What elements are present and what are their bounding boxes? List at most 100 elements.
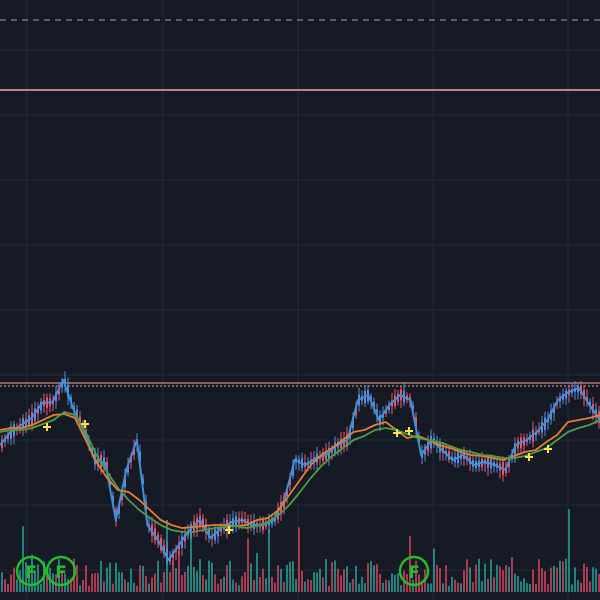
volume-bar bbox=[163, 572, 165, 592]
volume-bar bbox=[565, 558, 567, 592]
volume-bar bbox=[298, 527, 300, 592]
volume-bar bbox=[271, 576, 273, 592]
fractal-marker: F bbox=[15, 555, 47, 587]
volume-bar bbox=[250, 563, 252, 592]
volume-bar bbox=[127, 582, 129, 592]
volume-bar bbox=[508, 566, 510, 592]
volume-bar bbox=[100, 560, 102, 592]
volume-bar bbox=[262, 568, 264, 592]
volume-bar bbox=[586, 567, 588, 592]
volume-bar bbox=[466, 559, 468, 592]
volume-bar bbox=[301, 570, 303, 592]
volume-bar bbox=[280, 568, 282, 592]
volume-bar bbox=[580, 582, 582, 592]
volume-bar bbox=[400, 585, 402, 592]
volume-bar bbox=[130, 568, 132, 592]
volume-bar bbox=[532, 569, 534, 592]
volume-bar bbox=[34, 570, 36, 592]
signal-cross bbox=[525, 453, 533, 461]
volume-bar bbox=[475, 564, 477, 592]
volume-bars bbox=[1, 509, 600, 592]
volume-bar bbox=[175, 568, 177, 592]
volume-bar bbox=[304, 581, 306, 592]
fractal-marker-ring bbox=[15, 555, 47, 587]
fractal-marker: F bbox=[398, 555, 430, 587]
volume-bar bbox=[514, 573, 516, 592]
volume-bar bbox=[433, 548, 435, 592]
volume-bar bbox=[460, 583, 462, 592]
volume-bar bbox=[112, 583, 114, 592]
volume-bar bbox=[361, 576, 363, 592]
volume-bar bbox=[58, 559, 60, 592]
volume-bar bbox=[190, 533, 192, 592]
volume-bar bbox=[157, 560, 159, 592]
volume-bar bbox=[247, 538, 249, 592]
volume-bar bbox=[220, 578, 222, 592]
volume-bar bbox=[382, 583, 384, 592]
volume-bar bbox=[346, 566, 348, 592]
fractal-marker-ring bbox=[45, 555, 77, 587]
volume-bar bbox=[184, 571, 186, 592]
volume-bar bbox=[325, 559, 327, 592]
volume-bar bbox=[226, 565, 228, 592]
volume-bar bbox=[28, 570, 30, 592]
volume-bar bbox=[376, 564, 378, 592]
volume-bar bbox=[481, 581, 483, 592]
volume-bar bbox=[358, 583, 360, 592]
indicator-lines bbox=[0, 379, 600, 561]
volume-bar bbox=[523, 578, 525, 592]
volume-bar bbox=[589, 581, 591, 592]
volume-bar bbox=[313, 572, 315, 592]
volume-bar bbox=[172, 560, 174, 592]
volume-bar bbox=[217, 583, 219, 592]
volume-bar bbox=[487, 579, 489, 592]
fractal-marker-label: F bbox=[25, 563, 37, 583]
volume-bar bbox=[538, 559, 540, 592]
volume-bar bbox=[16, 579, 18, 592]
volume-bar bbox=[277, 565, 279, 592]
volume-bar bbox=[562, 561, 564, 592]
volume-bar bbox=[64, 573, 66, 592]
volume-bar bbox=[577, 580, 579, 592]
volume-bar bbox=[499, 566, 501, 592]
volume-bar bbox=[355, 565, 357, 592]
volume-bar bbox=[352, 578, 354, 592]
volume-bar bbox=[199, 559, 201, 592]
volume-bar bbox=[454, 579, 456, 592]
volume-bar bbox=[76, 565, 78, 592]
volume-bar bbox=[391, 573, 393, 592]
volume-bar bbox=[388, 580, 390, 592]
volume-bar bbox=[13, 567, 15, 592]
volume-bar bbox=[373, 565, 375, 592]
volume-bar bbox=[349, 582, 351, 592]
volume-bar bbox=[7, 583, 9, 592]
volume-bar bbox=[124, 579, 126, 592]
volume-bar bbox=[211, 562, 213, 592]
fractal-marker: F bbox=[45, 555, 77, 587]
volume-bar bbox=[490, 559, 492, 592]
volume-bar bbox=[553, 566, 555, 592]
volume-bar bbox=[370, 561, 372, 592]
volume-bar bbox=[232, 579, 234, 592]
volume-bar bbox=[340, 575, 342, 592]
volume-bar bbox=[334, 560, 336, 592]
volume-bar bbox=[457, 582, 459, 592]
volume-bar bbox=[286, 564, 288, 592]
volume-bar bbox=[544, 571, 546, 592]
volume-bar bbox=[70, 578, 72, 592]
volume-bar bbox=[88, 585, 90, 592]
volume-bar bbox=[328, 585, 330, 592]
volume-bar bbox=[547, 584, 549, 592]
ma-slow-line bbox=[0, 411, 600, 533]
volume-bar bbox=[526, 583, 528, 592]
volume-bar bbox=[244, 572, 246, 592]
volume-bar bbox=[442, 583, 444, 592]
volume-bar bbox=[181, 575, 183, 592]
volume-bar bbox=[151, 577, 153, 592]
signal-cross bbox=[81, 420, 89, 428]
volume-bar bbox=[415, 560, 417, 592]
volume-bar bbox=[385, 579, 387, 592]
